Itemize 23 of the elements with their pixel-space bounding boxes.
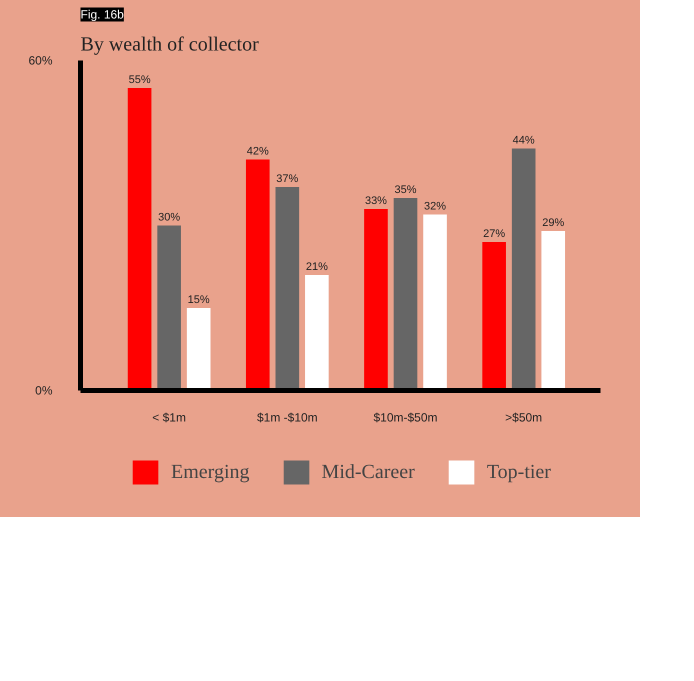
data-label: 35% [394,184,417,196]
x-tick-label: < $1m [152,410,186,424]
data-label: 30% [158,212,180,224]
data-label: 37% [276,173,299,185]
data-label: 27% [483,228,506,240]
legend-label: Emerging [171,460,250,484]
data-label: 29% [542,217,564,229]
data-label: 42% [246,146,269,158]
y-tick-label: 0% [35,384,53,398]
data-label: 21% [306,261,328,273]
x-tick-label: $10m-$50m [373,410,438,424]
data-label: 44% [512,134,535,146]
y-tick-label: 60% [28,54,53,68]
data-label: 32% [424,200,446,212]
data-label: 33% [364,195,388,207]
data-label: 55% [128,74,151,86]
caption: Fig. 16b [80,8,124,22]
data-label: 15% [188,294,210,306]
x-tick-label: $1m -$10m [256,410,318,424]
legend-label: Top-tier [486,460,551,484]
x-tick-label: >$50m [505,410,542,424]
legend-label: Mid-Career [322,460,415,484]
chart-title: By wealth of collector [80,34,260,56]
